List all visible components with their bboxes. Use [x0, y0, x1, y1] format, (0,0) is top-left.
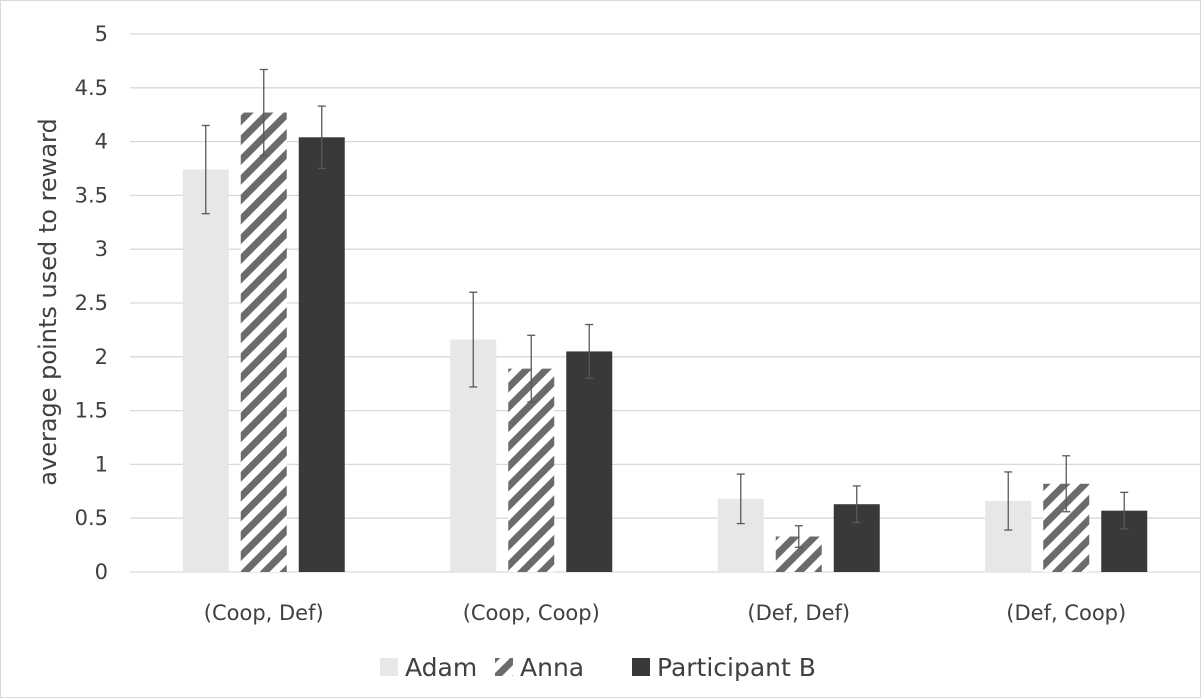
- error-bar: [201, 124, 210, 215]
- error-bar: [259, 68, 268, 157]
- error-bar: [317, 105, 326, 170]
- error-bars: [201, 68, 1129, 548]
- y-tick-label: 1: [95, 452, 108, 476]
- y-tick-label: 1.5: [75, 399, 108, 423]
- legend-swatch: [632, 658, 650, 676]
- x-tick-label: (Coop, Def): [204, 601, 324, 625]
- y-tick-label: 3: [95, 237, 108, 261]
- legend: Adam Anna Participant B: [380, 653, 816, 682]
- gridlines: [130, 33, 1200, 573]
- error-bar: [852, 485, 861, 524]
- y-tick-label: 2: [95, 345, 108, 369]
- x-tick-labels: (Coop, Def) (Coop, Coop) (Def, Def) (Def, C…: [204, 601, 1126, 625]
- y-tick-label: 4.5: [75, 76, 108, 100]
- error-bar: [1062, 455, 1071, 513]
- error-bar: [469, 291, 478, 388]
- bar-anna: [240, 112, 287, 572]
- error-bar: [527, 334, 536, 403]
- y-tick-labels: 0 0.5 1 1.5 2 2.5 3 3.5 4 4.5 5: [75, 22, 108, 584]
- error-bar: [585, 323, 594, 379]
- x-tick-label: (Coop, Coop): [463, 601, 600, 625]
- legend-swatch: [380, 658, 398, 676]
- bars: [182, 112, 1148, 573]
- y-tick-label: 4: [95, 130, 108, 154]
- legend-label: Anna: [520, 653, 584, 682]
- error-bar: [1120, 491, 1129, 530]
- bar-adam: [182, 169, 229, 573]
- x-tick-label: (Def, Def): [747, 601, 850, 625]
- y-tick-label: 3.5: [75, 183, 108, 207]
- error-bar: [794, 525, 803, 548]
- y-tick-label: 5: [95, 22, 108, 46]
- legend-label: Adam: [405, 653, 477, 682]
- y-axis-label: average points used to reward: [34, 118, 62, 485]
- error-bar: [1004, 471, 1013, 531]
- bar-participant-b: [566, 351, 613, 572]
- error-bar: [736, 473, 745, 525]
- legend-swatch: [495, 658, 513, 676]
- legend-label: Participant B: [657, 653, 816, 682]
- y-tick-label: 0.5: [75, 506, 108, 530]
- y-tick-label: 2.5: [75, 291, 108, 315]
- y-tick-label: 0: [95, 560, 108, 584]
- bar-participant-b: [298, 137, 345, 572]
- x-tick-label: (Def, Coop): [1006, 601, 1126, 625]
